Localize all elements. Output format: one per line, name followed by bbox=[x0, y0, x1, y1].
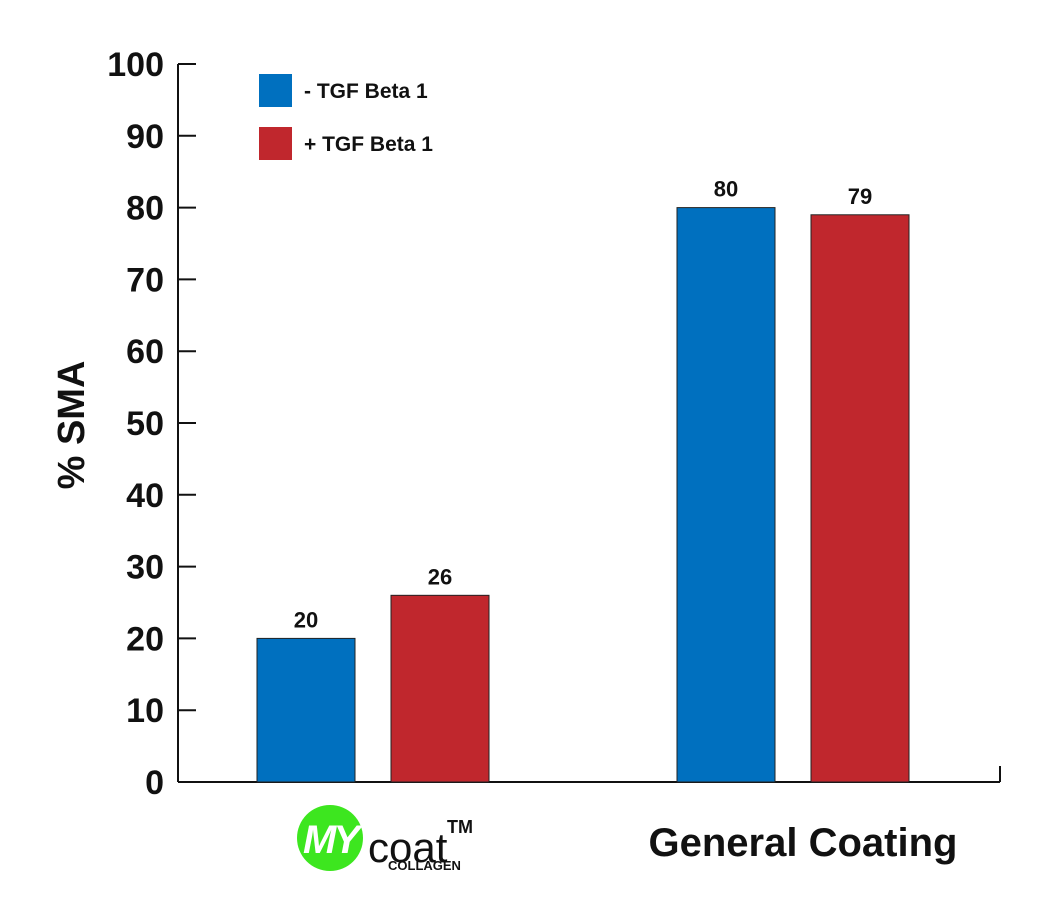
legend: - TGF Beta 1 + TGF Beta 1 bbox=[259, 74, 433, 160]
bars: 20 26 80 79 bbox=[256, 177, 910, 783]
y-tick-label: 80 bbox=[126, 190, 164, 228]
bar bbox=[390, 594, 490, 783]
y-tick-label: 30 bbox=[126, 549, 164, 587]
logo-badge bbox=[297, 805, 363, 871]
legend-swatch bbox=[259, 127, 292, 160]
logo-word: coat bbox=[368, 824, 448, 871]
legend-label: - TGF Beta 1 bbox=[304, 80, 428, 103]
y-axis-label: % SMA bbox=[51, 361, 93, 490]
y-tick-label: 100 bbox=[107, 46, 164, 84]
data-label: 80 bbox=[714, 177, 738, 202]
y-tick-label: 40 bbox=[126, 477, 164, 515]
category-label-general-coating: General Coating bbox=[649, 821, 958, 865]
y-tick-label: 0 bbox=[145, 764, 164, 802]
logo-subtitle: COLLAGEN bbox=[388, 858, 461, 873]
bar bbox=[256, 637, 356, 783]
axes: 0 10 20 30 40 50 60 70 80 90 100 bbox=[107, 46, 1001, 802]
logo-badge-text: MY bbox=[303, 818, 363, 862]
bar bbox=[676, 207, 776, 783]
logo-trademark: TM bbox=[447, 817, 473, 837]
y-tick-label: 60 bbox=[126, 333, 164, 371]
y-tick-label: 10 bbox=[126, 692, 164, 730]
y-tick-label: 50 bbox=[126, 405, 164, 443]
y-tick-label: 20 bbox=[126, 620, 164, 658]
data-label: 26 bbox=[428, 564, 452, 589]
y-tick-label: 90 bbox=[126, 118, 164, 156]
legend-label: + TGF Beta 1 bbox=[304, 133, 433, 156]
y-tick-label: 70 bbox=[126, 261, 164, 299]
mycoat-collagen-logo: MY coat TM COLLAGEN bbox=[297, 805, 473, 873]
bar bbox=[810, 214, 910, 783]
data-label: 79 bbox=[848, 184, 872, 209]
data-label: 20 bbox=[294, 607, 318, 632]
legend-swatch bbox=[259, 74, 292, 107]
